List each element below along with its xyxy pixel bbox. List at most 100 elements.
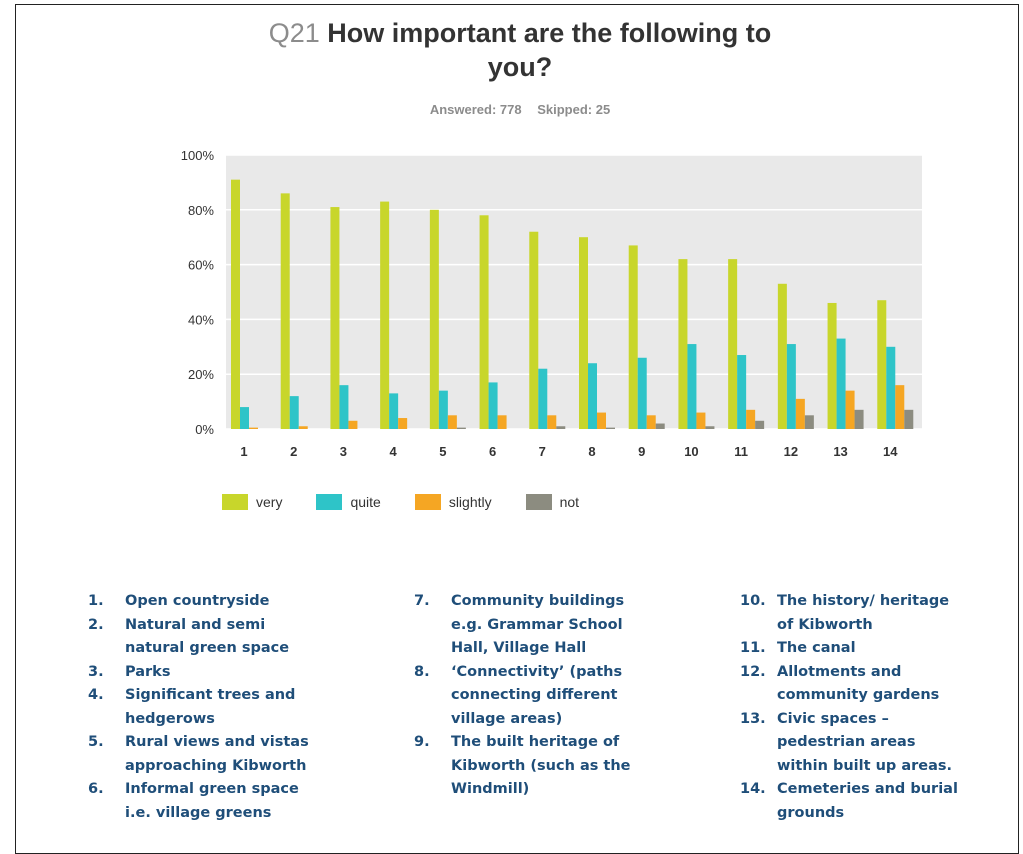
- list-item: 9. The built heritage of Kibworth (such a…: [414, 731, 654, 802]
- bar: [795, 398, 805, 429]
- bar: [249, 427, 258, 429]
- legend-item: slightly: [414, 494, 492, 510]
- list-item-text: Open countryside: [125, 593, 270, 609]
- y-tick-label: 80%: [188, 203, 214, 218]
- x-tick-label: 11: [734, 444, 748, 459]
- list-item-text: Rural views and vistas approaching Kibwo…: [125, 734, 309, 774]
- list-item-text: Parks: [125, 663, 171, 680]
- list-item-text: Natural and semi natural green space: [125, 616, 290, 657]
- bar: [655, 423, 665, 429]
- bar: [447, 415, 457, 429]
- y-tick-label: 100%: [181, 148, 215, 163]
- list-item: 14. Cemeteries and burial grounds: [740, 778, 980, 825]
- bar: [877, 300, 887, 429]
- x-tick-label: 8: [588, 444, 595, 459]
- bar: [786, 344, 796, 429]
- list-item-number: 2.: [88, 616, 104, 633]
- bar: [398, 418, 408, 429]
- list-item: 11. The canal: [740, 637, 980, 661]
- list-item: 3. Parks: [88, 661, 338, 685]
- list-item-text: Community buildings e.g. Grammar School …: [451, 593, 625, 656]
- list-item-number: 8.: [414, 663, 430, 680]
- list-item-number: 3.: [88, 663, 104, 680]
- bar: [240, 407, 249, 429]
- bar: [646, 415, 656, 429]
- question-number: Q21: [268, 18, 320, 48]
- bar: [678, 259, 688, 429]
- x-tick-label: 6: [489, 444, 496, 459]
- bar: [836, 338, 846, 429]
- list-item: 7. Community buildings e.g. Grammar Schoo…: [414, 590, 654, 661]
- bar: [804, 415, 814, 429]
- plot-area: [226, 155, 922, 429]
- list-item: 8. ‘Connectivity’ (paths connecting diffe…: [414, 661, 654, 732]
- y-tick-label: 40%: [188, 312, 214, 327]
- x-tick-label: 14: [883, 444, 898, 459]
- bar: [438, 390, 448, 429]
- legend-item: very: [222, 494, 282, 510]
- item-list-col2: 7. Community buildings e.g. Grammar Schoo…: [414, 590, 654, 802]
- bar: [330, 207, 340, 429]
- bar: [556, 426, 566, 429]
- list-item-number: 13.: [740, 710, 766, 727]
- bar: [737, 355, 747, 429]
- title-line2: you?: [487, 52, 553, 82]
- x-tick-label: 10: [684, 444, 698, 459]
- list-item-text: The built heritage of Kibworth (such as …: [451, 734, 631, 797]
- x-tick-label: 2: [290, 444, 297, 459]
- list-item: 1. Open countryside: [88, 590, 338, 614]
- list-item-text: Civic spaces – pedestrian areas within b…: [777, 710, 953, 774]
- response-stats: Answered: 778 Skipped: 25: [300, 102, 740, 117]
- legend-item: quite: [316, 494, 381, 510]
- legend: very quite slightly not: [222, 494, 613, 510]
- list-item-number: 11.: [740, 640, 766, 656]
- legend-swatch: [525, 494, 552, 510]
- list-item-text: Significant trees and hedgerows: [125, 687, 296, 727]
- bar: [529, 231, 539, 429]
- y-tick-label: 60%: [188, 258, 214, 273]
- bar: [280, 193, 290, 429]
- legend-swatch: [414, 494, 441, 510]
- item-list-col3: 10. The history/ heritage of Kibworth 11. T…: [740, 590, 980, 825]
- bar: [389, 393, 399, 429]
- bar: [538, 368, 548, 429]
- list-item-number: 14.: [740, 781, 766, 797]
- list-item-text: ‘Connectivity’ (paths connecting differe…: [451, 663, 623, 727]
- item-list-col1: 1. Open countryside 2. Natural and semi nat…: [88, 590, 338, 825]
- legend-label: slightly: [448, 494, 492, 510]
- bar: [339, 385, 349, 429]
- bar: [597, 412, 606, 429]
- skipped-count: Skipped: 25: [537, 102, 611, 117]
- list-item-number: 9.: [414, 734, 430, 750]
- list-item-text: Allotments and community gardens: [777, 663, 940, 704]
- bar: [895, 385, 905, 429]
- list-item: 6. Informal green space i.e. village gree…: [88, 778, 338, 825]
- bar: [289, 396, 299, 429]
- bar: [777, 283, 787, 429]
- list-item: 10. The history/ heritage of Kibworth: [740, 590, 980, 637]
- bar: [380, 201, 390, 429]
- bar: [755, 420, 765, 429]
- list-item-text: Informal green space i.e. village greens: [125, 781, 299, 821]
- bar: [429, 209, 439, 429]
- list-item-number: 6.: [88, 781, 104, 797]
- x-tick-label: 9: [638, 444, 645, 459]
- bar: [886, 346, 896, 429]
- legend-label: quite: [350, 494, 381, 510]
- bar: [547, 415, 557, 429]
- list-item: 13. Civic spaces – pedestrian areas withi…: [740, 708, 980, 779]
- list-item: 2. Natural and semi natural green space: [88, 614, 338, 661]
- bar: [298, 426, 308, 429]
- bar: [637, 357, 647, 429]
- list-item-text: The canal: [777, 640, 856, 656]
- bar-chart: 0%20%40%60%80%100%1 2 3 4 5 6 7 8 9 10 11 12 13 14: [181, 148, 922, 459]
- list-item: 12. Allotments and community gardens: [740, 661, 980, 708]
- bar: [488, 382, 498, 429]
- x-tick-label: 7: [539, 444, 546, 459]
- y-tick-label: 0%: [195, 422, 214, 437]
- bar: [728, 259, 738, 429]
- list-item-text: Cemeteries and burial grounds: [777, 781, 958, 821]
- x-tick-label: 13: [833, 444, 847, 459]
- legend-item: not: [525, 494, 579, 510]
- bar: [705, 426, 715, 429]
